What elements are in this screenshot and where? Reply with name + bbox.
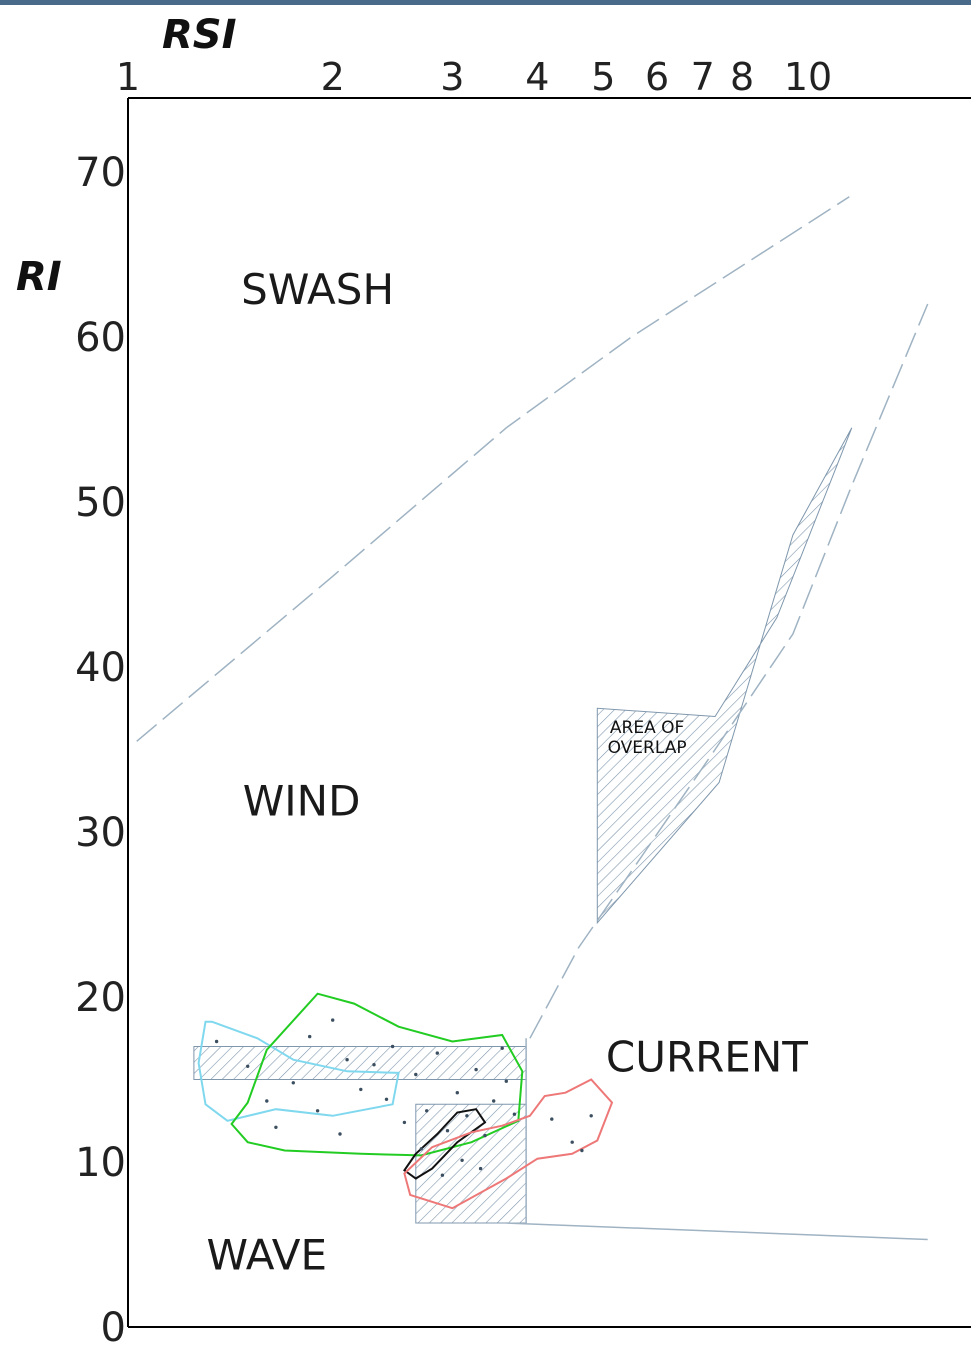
x-tick-label: 7 bbox=[691, 55, 715, 99]
y-tick-label: 60 bbox=[75, 315, 126, 361]
sample-point bbox=[465, 1114, 469, 1118]
hatched-areas bbox=[193, 427, 853, 1224]
sample-point bbox=[315, 1109, 320, 1113]
sample-point bbox=[331, 1018, 335, 1022]
axes bbox=[127, 97, 971, 1328]
sample-point bbox=[265, 1099, 269, 1103]
labels: RSI RI SWASH WIND CURRENT WAVE AREA OFOVERLA… bbox=[16, 12, 808, 1279]
sample-point bbox=[492, 1099, 496, 1103]
sample-point bbox=[570, 1140, 574, 1144]
sample-point bbox=[414, 1072, 418, 1077]
sample-point bbox=[390, 1044, 395, 1049]
sample-point bbox=[504, 1079, 508, 1083]
x-axis-title: RSI bbox=[162, 12, 237, 58]
region-label-wind: WIND bbox=[243, 777, 361, 826]
sample-point bbox=[425, 1109, 429, 1113]
boundary-lines bbox=[136, 196, 929, 1241]
sample-point bbox=[589, 1114, 593, 1118]
sample-point bbox=[246, 1064, 250, 1069]
region-label-overlap: AREA OF bbox=[610, 718, 684, 738]
region-label-current: CURRENT bbox=[606, 1032, 808, 1081]
sample-point bbox=[483, 1133, 487, 1138]
x-tick-label: 2 bbox=[321, 55, 345, 99]
y-tick-label: 20 bbox=[75, 975, 126, 1021]
sample-point bbox=[512, 1112, 517, 1116]
sample-point bbox=[478, 1166, 483, 1171]
boundary-wind-current bbox=[529, 303, 929, 1039]
x-tick-label: 1 bbox=[116, 55, 140, 99]
sample-point bbox=[435, 1051, 439, 1055]
sample-point bbox=[455, 1091, 459, 1095]
x-tick-label: 4 bbox=[525, 55, 549, 99]
y-tick-label: 10 bbox=[75, 1140, 126, 1186]
sample-outlines bbox=[197, 992, 614, 1210]
y-tick-label: 0 bbox=[101, 1305, 126, 1351]
y-tick-label: 40 bbox=[75, 645, 126, 691]
green-outline bbox=[230, 992, 524, 1157]
x-tick-label: 6 bbox=[645, 55, 669, 99]
pink-outline bbox=[403, 1078, 614, 1210]
region-label-overlap: OVERLAP bbox=[608, 738, 687, 758]
y-tick-label: 30 bbox=[75, 810, 126, 856]
x-tick-label: 8 bbox=[730, 55, 754, 99]
sample-point bbox=[372, 1063, 376, 1067]
x-tick-label: 10 bbox=[784, 55, 832, 99]
sample-point bbox=[359, 1087, 363, 1092]
y-tick-label: 70 bbox=[75, 150, 126, 196]
y-tick-label: 50 bbox=[75, 480, 126, 526]
sample-point bbox=[440, 1173, 445, 1177]
sample-point bbox=[402, 1120, 407, 1125]
sample-points bbox=[214, 1018, 593, 1177]
region-label-wave: WAVE bbox=[207, 1230, 328, 1279]
x-tick-label: 5 bbox=[591, 55, 615, 99]
sample-point bbox=[460, 1158, 464, 1163]
boundary-swash-wind bbox=[136, 196, 850, 742]
sample-point bbox=[500, 1046, 504, 1050]
sample-point bbox=[308, 1034, 312, 1039]
sample-point bbox=[384, 1097, 389, 1102]
sample-point bbox=[550, 1117, 554, 1121]
sample-point bbox=[580, 1148, 584, 1153]
sample-point bbox=[274, 1125, 278, 1130]
region-label-swash: SWASH bbox=[241, 265, 394, 314]
hatched-area-of-overlap bbox=[596, 427, 853, 925]
sample-point bbox=[419, 1147, 423, 1151]
sample-point bbox=[474, 1067, 478, 1072]
sample-point bbox=[291, 1081, 295, 1085]
tick-labels: 0 10 20 30 40 50 60 70 1 2 3 4 5 6 7 8 10 bbox=[75, 55, 832, 1351]
boundary-wave-current bbox=[506, 1222, 928, 1241]
sample-point bbox=[445, 1129, 450, 1133]
y-axis-title: RI bbox=[16, 254, 62, 300]
sample-point bbox=[345, 1058, 349, 1062]
light-blue-outline bbox=[197, 1020, 400, 1122]
x-tick-label: 3 bbox=[440, 55, 464, 99]
hatched-band-upper bbox=[193, 1046, 527, 1080]
sample-point bbox=[214, 1039, 219, 1044]
window-top-bar bbox=[0, 0, 971, 5]
sample-point bbox=[338, 1132, 342, 1136]
